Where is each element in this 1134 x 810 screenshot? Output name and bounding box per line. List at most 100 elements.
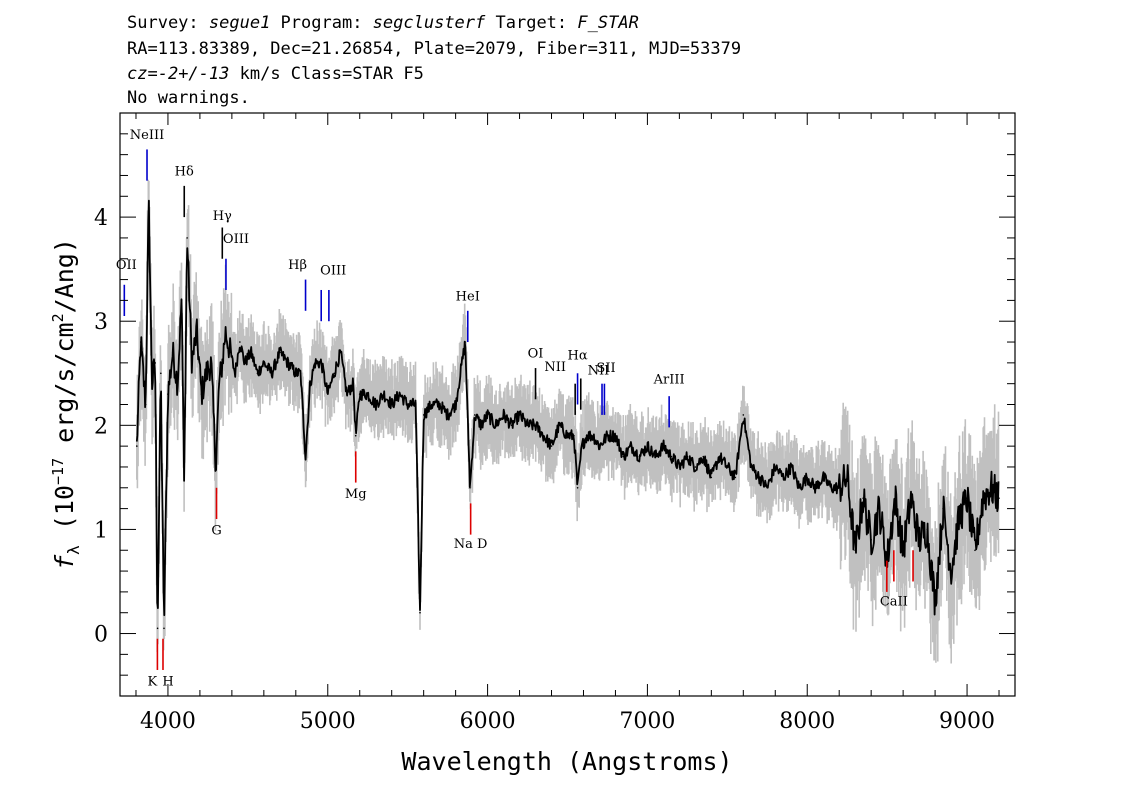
flux-point xyxy=(186,237,188,239)
x-tick-label: 6000 xyxy=(460,709,516,734)
flux-point xyxy=(718,455,721,458)
line-label-neiii: NeIII xyxy=(130,128,164,143)
flux-layer xyxy=(135,199,1000,630)
flux-point xyxy=(374,403,377,406)
y-axis-open: (10 xyxy=(50,485,79,545)
flux-point xyxy=(304,455,307,458)
flux-point xyxy=(606,434,609,437)
flux-point xyxy=(354,434,357,437)
flux-point xyxy=(229,351,232,354)
flux-point xyxy=(469,487,471,489)
flux-point xyxy=(358,393,361,395)
flux-point xyxy=(774,466,777,468)
flux-point xyxy=(918,539,920,541)
flux-point xyxy=(156,627,159,630)
flux-point xyxy=(566,434,569,437)
flux-point xyxy=(630,445,633,447)
flux-point xyxy=(806,476,808,479)
flux-point xyxy=(221,362,224,364)
flux-point xyxy=(382,393,385,395)
flux-point xyxy=(902,549,904,552)
class-text: km/s Class=STAR F5 xyxy=(229,64,423,84)
line-label-h-: Hα xyxy=(568,349,588,364)
flux-point xyxy=(414,403,417,406)
flux-point xyxy=(287,362,289,364)
flux-point xyxy=(758,476,761,479)
flux-point xyxy=(678,466,681,468)
flux-point xyxy=(576,487,579,489)
flux-point xyxy=(550,445,553,447)
flux-point xyxy=(438,403,441,406)
flux-point xyxy=(215,466,217,468)
line-label-caii: CaII xyxy=(880,594,908,609)
flux-point xyxy=(998,497,1000,500)
header-line-4: No warnings. xyxy=(127,88,250,108)
flux-point xyxy=(320,362,323,364)
flux-point xyxy=(982,497,984,500)
flux-point xyxy=(573,434,575,437)
flux-point xyxy=(154,362,156,364)
flux-point xyxy=(862,497,864,500)
flux-point xyxy=(702,455,705,458)
flux-point xyxy=(990,487,992,489)
flux-point xyxy=(419,611,421,614)
flux-point xyxy=(263,362,265,364)
flux-point xyxy=(638,455,641,458)
flux-point xyxy=(195,330,198,333)
y-axis-lambda: λ xyxy=(64,545,83,555)
flux-point xyxy=(750,466,753,468)
program-label: Program: xyxy=(281,13,373,33)
flux-point xyxy=(592,434,594,437)
flux-point xyxy=(854,549,856,552)
flux-point xyxy=(662,445,665,447)
survey-value: segue1 xyxy=(209,13,281,33)
flux-point xyxy=(218,382,220,385)
flux-point xyxy=(910,497,912,500)
flux-point xyxy=(167,393,169,395)
flux-point xyxy=(464,341,467,343)
target-value: F_STAR xyxy=(577,13,638,33)
y-axis-mid: erg/s/cm xyxy=(50,322,79,457)
flux-point xyxy=(585,434,588,437)
y-axis-close: /Ang) xyxy=(50,238,79,313)
flux-point xyxy=(180,299,183,302)
y-tick-label: 1 xyxy=(94,518,108,543)
flux-point xyxy=(234,372,236,375)
flux-point xyxy=(279,351,281,354)
flux-point xyxy=(926,528,928,531)
flux-point xyxy=(366,393,369,395)
flux-point xyxy=(894,497,896,500)
line-label-oii: OII xyxy=(116,258,137,273)
flux-point xyxy=(406,403,409,406)
flux-point xyxy=(581,445,583,447)
line-label-sii: SII xyxy=(596,361,615,376)
flux-point xyxy=(327,393,329,395)
flux-point xyxy=(148,200,150,203)
flux-point xyxy=(726,466,729,468)
flux-point xyxy=(742,414,745,416)
line-label-k: K xyxy=(148,675,158,690)
flux-point xyxy=(942,507,944,510)
flux-point xyxy=(870,539,872,541)
cz-value: -2+/-13 xyxy=(158,64,230,84)
flux-point xyxy=(654,455,657,458)
target-label: Target: xyxy=(496,13,578,33)
line-label-nii: NII xyxy=(544,360,566,375)
line-label-h: H xyxy=(162,675,173,690)
y-tick-label: 0 xyxy=(94,623,108,648)
flux-point xyxy=(239,341,241,343)
flux-point xyxy=(176,382,179,385)
flux-point xyxy=(966,497,968,500)
flux-point xyxy=(352,382,355,385)
flux-point xyxy=(309,382,312,385)
flux-point xyxy=(670,455,673,458)
flux-point xyxy=(694,466,697,468)
flux-point xyxy=(398,393,401,395)
flux-point xyxy=(598,445,601,447)
header-line-2: RA=113.83389, Dec=21.26854, Plate=2079, … xyxy=(127,39,741,59)
flux-point xyxy=(256,372,259,375)
x-tick-label: 9000 xyxy=(939,709,995,734)
